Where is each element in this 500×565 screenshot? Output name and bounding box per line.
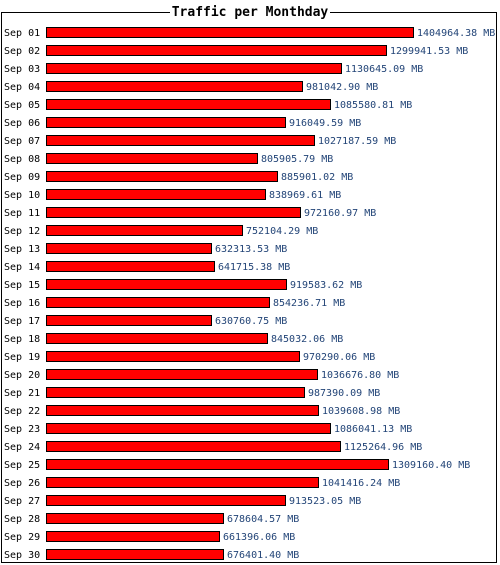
category-label: Sep 23 <box>4 424 40 435</box>
category-label: Sep 26 <box>4 478 40 489</box>
bar <box>46 45 387 56</box>
value-label: 1125264.96 MB <box>344 442 422 453</box>
value-label: 752104.29 MB <box>246 226 318 237</box>
category-label: Sep 22 <box>4 406 40 417</box>
category-label: Sep 11 <box>4 208 40 219</box>
value-label: 1086041.13 MB <box>334 424 412 435</box>
value-label: 1085580.81 MB <box>334 100 412 111</box>
value-label: 838969.61 MB <box>269 190 341 201</box>
category-label: Sep 06 <box>4 118 40 129</box>
value-label: 919583.62 MB <box>290 280 362 291</box>
bar <box>46 261 215 272</box>
value-label: 676401.40 MB <box>227 550 299 561</box>
value-label: 630760.75 MB <box>215 316 287 327</box>
category-label: Sep 02 <box>4 46 40 57</box>
bar <box>46 189 266 200</box>
category-label: Sep 20 <box>4 370 40 381</box>
bar <box>46 459 389 470</box>
category-label: Sep 17 <box>4 316 40 327</box>
value-label: 1041416.24 MB <box>322 478 400 489</box>
value-label: 805905.79 MB <box>261 154 333 165</box>
value-label: 641715.38 MB <box>218 262 290 273</box>
category-label: Sep 18 <box>4 334 40 345</box>
category-label: Sep 24 <box>4 442 40 453</box>
category-label: Sep 04 <box>4 82 40 93</box>
value-label: 1299941.53 MB <box>390 46 468 57</box>
category-label: Sep 15 <box>4 280 40 291</box>
chart-title: Traffic per Monthday <box>0 4 500 22</box>
category-label: Sep 10 <box>4 190 40 201</box>
bar <box>46 387 305 398</box>
value-label: 1027187.59 MB <box>318 136 396 147</box>
bar <box>46 477 319 488</box>
bar <box>46 423 331 434</box>
category-label: Sep 01 <box>4 28 40 39</box>
value-label: 970290.06 MB <box>303 352 375 363</box>
category-label: Sep 21 <box>4 388 40 399</box>
value-label: 661396.06 MB <box>223 532 295 543</box>
bar <box>46 81 303 92</box>
category-label: Sep 16 <box>4 298 40 309</box>
value-label: 1309160.40 MB <box>392 460 470 471</box>
bar <box>46 369 318 380</box>
category-label: Sep 13 <box>4 244 40 255</box>
bar <box>46 225 243 236</box>
bar <box>46 243 212 254</box>
category-label: Sep 09 <box>4 172 40 183</box>
category-label: Sep 29 <box>4 532 40 543</box>
bar <box>46 99 331 110</box>
category-label: Sep 27 <box>4 496 40 507</box>
category-label: Sep 07 <box>4 136 40 147</box>
value-label: 1039608.98 MB <box>322 406 400 417</box>
bar <box>46 63 342 74</box>
category-label: Sep 25 <box>4 460 40 471</box>
bar <box>46 405 319 416</box>
bar <box>46 207 301 218</box>
value-label: 1130645.09 MB <box>345 64 423 75</box>
bar <box>46 333 268 344</box>
category-label: Sep 14 <box>4 262 40 273</box>
value-label: 632313.53 MB <box>215 244 287 255</box>
category-label: Sep 08 <box>4 154 40 165</box>
bar <box>46 549 224 560</box>
value-label: 854236.71 MB <box>273 298 345 309</box>
bar <box>46 117 286 128</box>
category-label: Sep 19 <box>4 352 40 363</box>
bar <box>46 495 286 506</box>
bar <box>46 171 278 182</box>
value-label: 981042.90 MB <box>306 82 378 93</box>
category-label: Sep 03 <box>4 64 40 75</box>
category-label: Sep 05 <box>4 100 40 111</box>
bar <box>46 315 212 326</box>
bar <box>46 441 341 452</box>
category-label: Sep 30 <box>4 550 40 561</box>
bar <box>46 27 414 38</box>
bar <box>46 531 220 542</box>
chart-title-text: Traffic per Monthday <box>169 5 331 20</box>
bar <box>46 153 258 164</box>
category-label: Sep 28 <box>4 514 40 525</box>
bar <box>46 279 287 290</box>
value-label: 678604.57 MB <box>227 514 299 525</box>
bar <box>46 513 224 524</box>
value-label: 972160.97 MB <box>304 208 376 219</box>
category-label: Sep 12 <box>4 226 40 237</box>
value-label: 885901.02 MB <box>281 172 353 183</box>
bar <box>46 351 300 362</box>
value-label: 845032.06 MB <box>271 334 343 345</box>
value-label: 1404964.38 MB <box>417 28 495 39</box>
value-label: 1036676.80 MB <box>321 370 399 381</box>
value-label: 913523.05 MB <box>289 496 361 507</box>
bar <box>46 297 270 308</box>
value-label: 987390.09 MB <box>308 388 380 399</box>
value-label: 916049.59 MB <box>289 118 361 129</box>
bar <box>46 135 315 146</box>
